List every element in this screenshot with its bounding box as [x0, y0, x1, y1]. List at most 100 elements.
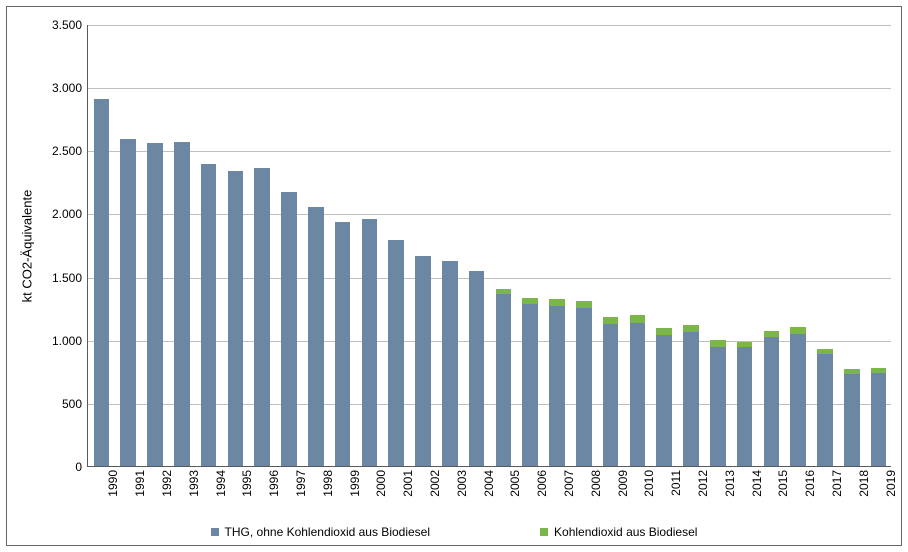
x-tick-label: 2005	[508, 470, 522, 497]
x-tick-label: 2017	[830, 470, 844, 497]
bar	[415, 256, 431, 466]
bar	[388, 240, 404, 466]
y-axis-label: kt CO2-Äquivalente	[20, 190, 35, 303]
bar-segment-thg	[362, 219, 378, 466]
legend: THG, ohne Kohlendioxid aus Biodiesel Koh…	[7, 525, 901, 539]
bar	[94, 99, 110, 466]
y-tick-label: 2.000	[52, 207, 88, 221]
bar-segment-thg	[683, 332, 699, 466]
chart-frame: 0 500 1.000 1.500 2.000 2.500 3.000 3.500 1990 19…	[6, 6, 902, 546]
x-tick-label: 2001	[401, 470, 415, 497]
y-tick-label: 500	[62, 397, 88, 411]
x-tick-label: 2003	[455, 470, 469, 497]
bar	[630, 315, 646, 466]
x-tick-label: 2015	[776, 470, 790, 497]
bar	[710, 340, 726, 466]
bar-segment-biodiesel	[790, 327, 806, 334]
bar-segment-thg	[496, 294, 512, 466]
bar-segment-thg	[388, 240, 404, 466]
bar-segment-thg	[790, 334, 806, 466]
x-tick-label: 2008	[589, 470, 603, 497]
bar-segment-biodiesel	[603, 317, 619, 324]
x-tick-label: 2009	[616, 470, 630, 497]
bar	[308, 207, 324, 466]
bar-segment-thg	[844, 374, 860, 466]
x-tick-label: 1993	[187, 470, 201, 497]
bar	[228, 171, 244, 467]
x-tick-label: 1996	[267, 470, 281, 497]
bar	[871, 368, 887, 467]
bar-segment-biodiesel	[630, 315, 646, 323]
bar-segment-thg	[764, 337, 780, 466]
gridline	[88, 25, 891, 26]
y-tick-label: 0	[75, 460, 88, 474]
bar	[764, 331, 780, 466]
bar-segment-biodiesel	[683, 325, 699, 332]
bar	[469, 271, 485, 466]
x-tick-label: 2014	[750, 470, 764, 497]
bar	[737, 342, 753, 466]
legend-item-biodiesel: Kohlendioxid aus Biodiesel	[540, 525, 697, 539]
bar	[254, 168, 270, 466]
x-tick-label: 1995	[240, 470, 254, 497]
bar-segment-thg	[630, 323, 646, 466]
bar-segment-thg	[710, 347, 726, 466]
bar-segment-thg	[871, 373, 887, 466]
x-tick-label: 2010	[642, 470, 656, 497]
y-tick-label: 3.000	[52, 81, 88, 95]
x-tick-label: 2019	[884, 470, 898, 497]
bar-segment-biodiesel	[656, 328, 672, 335]
x-tick-label: 1991	[133, 470, 147, 497]
bar-segment-thg	[603, 324, 619, 466]
bar	[844, 369, 860, 466]
bar-segment-thg	[281, 192, 297, 466]
legend-swatch-biodiesel	[540, 528, 548, 536]
x-tick-label: 2004	[482, 470, 496, 497]
bar-segment-thg	[94, 99, 110, 466]
bar	[281, 192, 297, 466]
y-tick-label: 2.500	[52, 144, 88, 158]
bar	[817, 349, 833, 466]
x-tick-label: 1992	[160, 470, 174, 497]
x-tick-label: 1997	[294, 470, 308, 497]
bar	[656, 328, 672, 466]
bar	[442, 261, 458, 466]
bar	[120, 139, 136, 466]
bar	[174, 142, 190, 466]
bar-segment-thg	[549, 306, 565, 466]
bar-segment-thg	[737, 347, 753, 466]
bar	[603, 317, 619, 466]
legend-item-thg: THG, ohne Kohlendioxid aus Biodiesel	[211, 525, 430, 539]
x-tick-label: 1990	[106, 470, 120, 497]
bar	[496, 289, 512, 466]
bar-segment-biodiesel	[576, 301, 592, 308]
bar-segment-thg	[656, 335, 672, 466]
bar-segment-thg	[576, 308, 592, 466]
bar-segment-thg	[442, 261, 458, 466]
y-tick-label: 3.500	[52, 18, 88, 32]
y-tick-label: 1.000	[52, 334, 88, 348]
bar-segment-thg	[228, 171, 244, 467]
bar	[335, 222, 351, 466]
y-tick-label: 1.500	[52, 271, 88, 285]
bar-segment-thg	[522, 304, 538, 466]
legend-swatch-thg	[211, 528, 219, 536]
plot-area: 05001.0001.5002.0002.5003.0003.500199019…	[87, 25, 891, 467]
bar	[362, 219, 378, 466]
x-tick-label: 2012	[696, 470, 710, 497]
gridline	[88, 88, 891, 89]
bar-segment-thg	[174, 142, 190, 466]
bar	[147, 143, 163, 466]
legend-label-biodiesel: Kohlendioxid aus Biodiesel	[554, 525, 697, 539]
x-tick-label: 2016	[803, 470, 817, 497]
x-tick-label: 2006	[535, 470, 549, 497]
bar	[549, 299, 565, 466]
bar-segment-thg	[120, 139, 136, 466]
bar	[522, 298, 538, 466]
x-tick-label: 2002	[428, 470, 442, 497]
x-tick-label: 2018	[857, 470, 871, 497]
bar-segment-thg	[469, 271, 485, 466]
x-tick-label: 2000	[374, 470, 388, 497]
bar-segment-thg	[817, 354, 833, 466]
bar-segment-thg	[254, 168, 270, 466]
